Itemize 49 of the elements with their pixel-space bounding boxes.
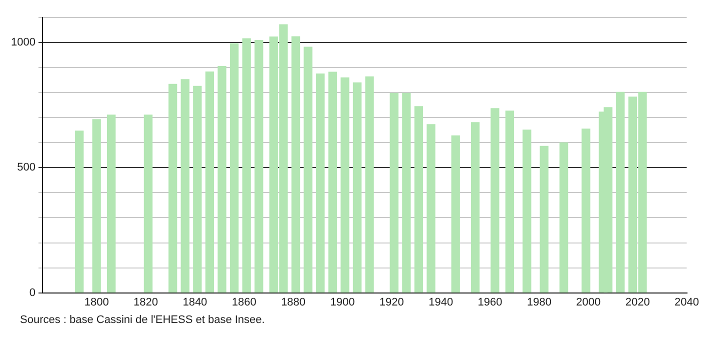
bar [426,124,436,293]
x-tick-label: 1840 [182,296,208,308]
x-tick-label: 1960 [478,296,502,308]
bar [390,92,398,293]
y-tick-label: 500 [17,162,36,174]
bar [559,142,568,293]
bar [328,72,337,293]
bar [402,92,411,293]
bar [451,135,460,293]
x-tick-label: 1800 [84,296,109,308]
bar [414,106,424,293]
source-note: Sources : base Cassini de l'EHESS et base Insee. [20,314,266,326]
bar [75,130,84,293]
x-tick-label: 2020 [625,296,650,308]
y-tick-label: 0 [29,286,36,299]
bar [230,43,239,293]
bar [205,72,214,293]
bar [616,92,625,293]
bar [144,114,153,293]
x-tick-label: 1820 [134,296,158,308]
x-tick-label: 1980 [526,296,552,308]
bar [304,46,312,293]
bar [242,38,251,293]
bar [470,122,480,293]
bar [193,86,202,293]
bar [582,128,590,293]
bar [180,79,190,293]
bar [218,66,226,293]
bar [291,36,300,293]
bar [92,119,101,293]
bar [365,76,374,293]
x-tick-label: 1880 [281,296,306,308]
x-tick-label: 2040 [674,296,700,308]
x-tick-label: 2000 [576,296,601,308]
x-tick-label: 1900 [330,296,355,308]
x-tick-label: 1940 [428,296,454,308]
bar [340,77,350,293]
x-tick-label: 1920 [379,296,404,308]
bar [540,146,548,293]
bar [522,130,532,293]
bar [490,108,500,293]
bar [316,74,325,293]
bar [254,40,264,293]
bar [352,82,362,293]
bar [505,110,514,293]
y-tick-label: 1000 [10,36,36,49]
x-tick-label: 1860 [232,296,256,308]
bar [168,84,178,293]
bar [106,114,116,293]
